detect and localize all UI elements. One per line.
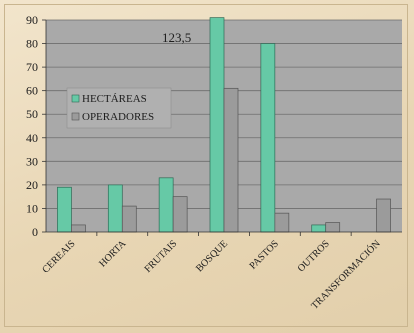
y-tick-label: 20 — [26, 178, 38, 192]
bar-operadores-bosque — [223, 87, 239, 233]
bar-hectareas-outros — [311, 224, 327, 233]
bar-hectareas-bosque — [209, 17, 225, 233]
bar-hectareas-cereais — [57, 186, 72, 233]
y-tick-label: 70 — [26, 60, 38, 74]
bar-hectareas-frutais — [158, 177, 174, 233]
legend-swatch-hectareas — [71, 94, 80, 103]
x-tick-label: FRUTAIS — [143, 238, 180, 275]
x-tick-label: CEREAIS — [40, 238, 77, 275]
y-tick-label: 80 — [26, 37, 38, 51]
legend: HECTÁREAS OPERADORES — [66, 87, 172, 129]
legend-label-operadores: OPERADORES — [82, 111, 154, 123]
bar-operadores-transformación — [376, 198, 391, 233]
legend-box — [66, 87, 172, 129]
x-tick-label: HORTA — [97, 238, 129, 270]
y-tick-label: 50 — [26, 107, 38, 121]
y-tick-label: 10 — [26, 201, 38, 215]
bar-operadores-outros — [325, 222, 341, 233]
legend-label-hectareas: HECTÁREAS — [82, 93, 147, 105]
bar-operadores-cereais — [71, 224, 86, 233]
chart-frame — [4, 4, 408, 327]
bar-operadores-frutais — [172, 196, 188, 233]
y-tick-label: 90 — [26, 13, 38, 27]
x-tick-label: PASTOS — [248, 238, 281, 271]
y-tick-label: 30 — [26, 154, 38, 168]
x-axis: CEREAIS HORTA FRUTAIS BOSQUE PASTOS OUTROSTRA… — [40, 231, 402, 312]
x-tick-label: OUTROS — [296, 238, 332, 274]
legend-swatch-operadores — [71, 112, 80, 121]
bar-operadores-horta — [121, 205, 137, 233]
bar-operadores-pastos — [274, 212, 290, 233]
y-tick-label: 60 — [26, 84, 38, 98]
x-tick-label: BOSQUE — [194, 238, 230, 274]
y-axis: 0 10 20 30 40 50 60 70 80 90 — [26, 13, 47, 239]
y-tick-label: 0 — [32, 225, 38, 239]
annotation-label: 123,5 — [162, 30, 191, 45]
bar-hectareas-pastos — [260, 43, 276, 233]
y-tick-label: 40 — [26, 131, 38, 145]
bar-hectareas-horta — [107, 184, 123, 233]
